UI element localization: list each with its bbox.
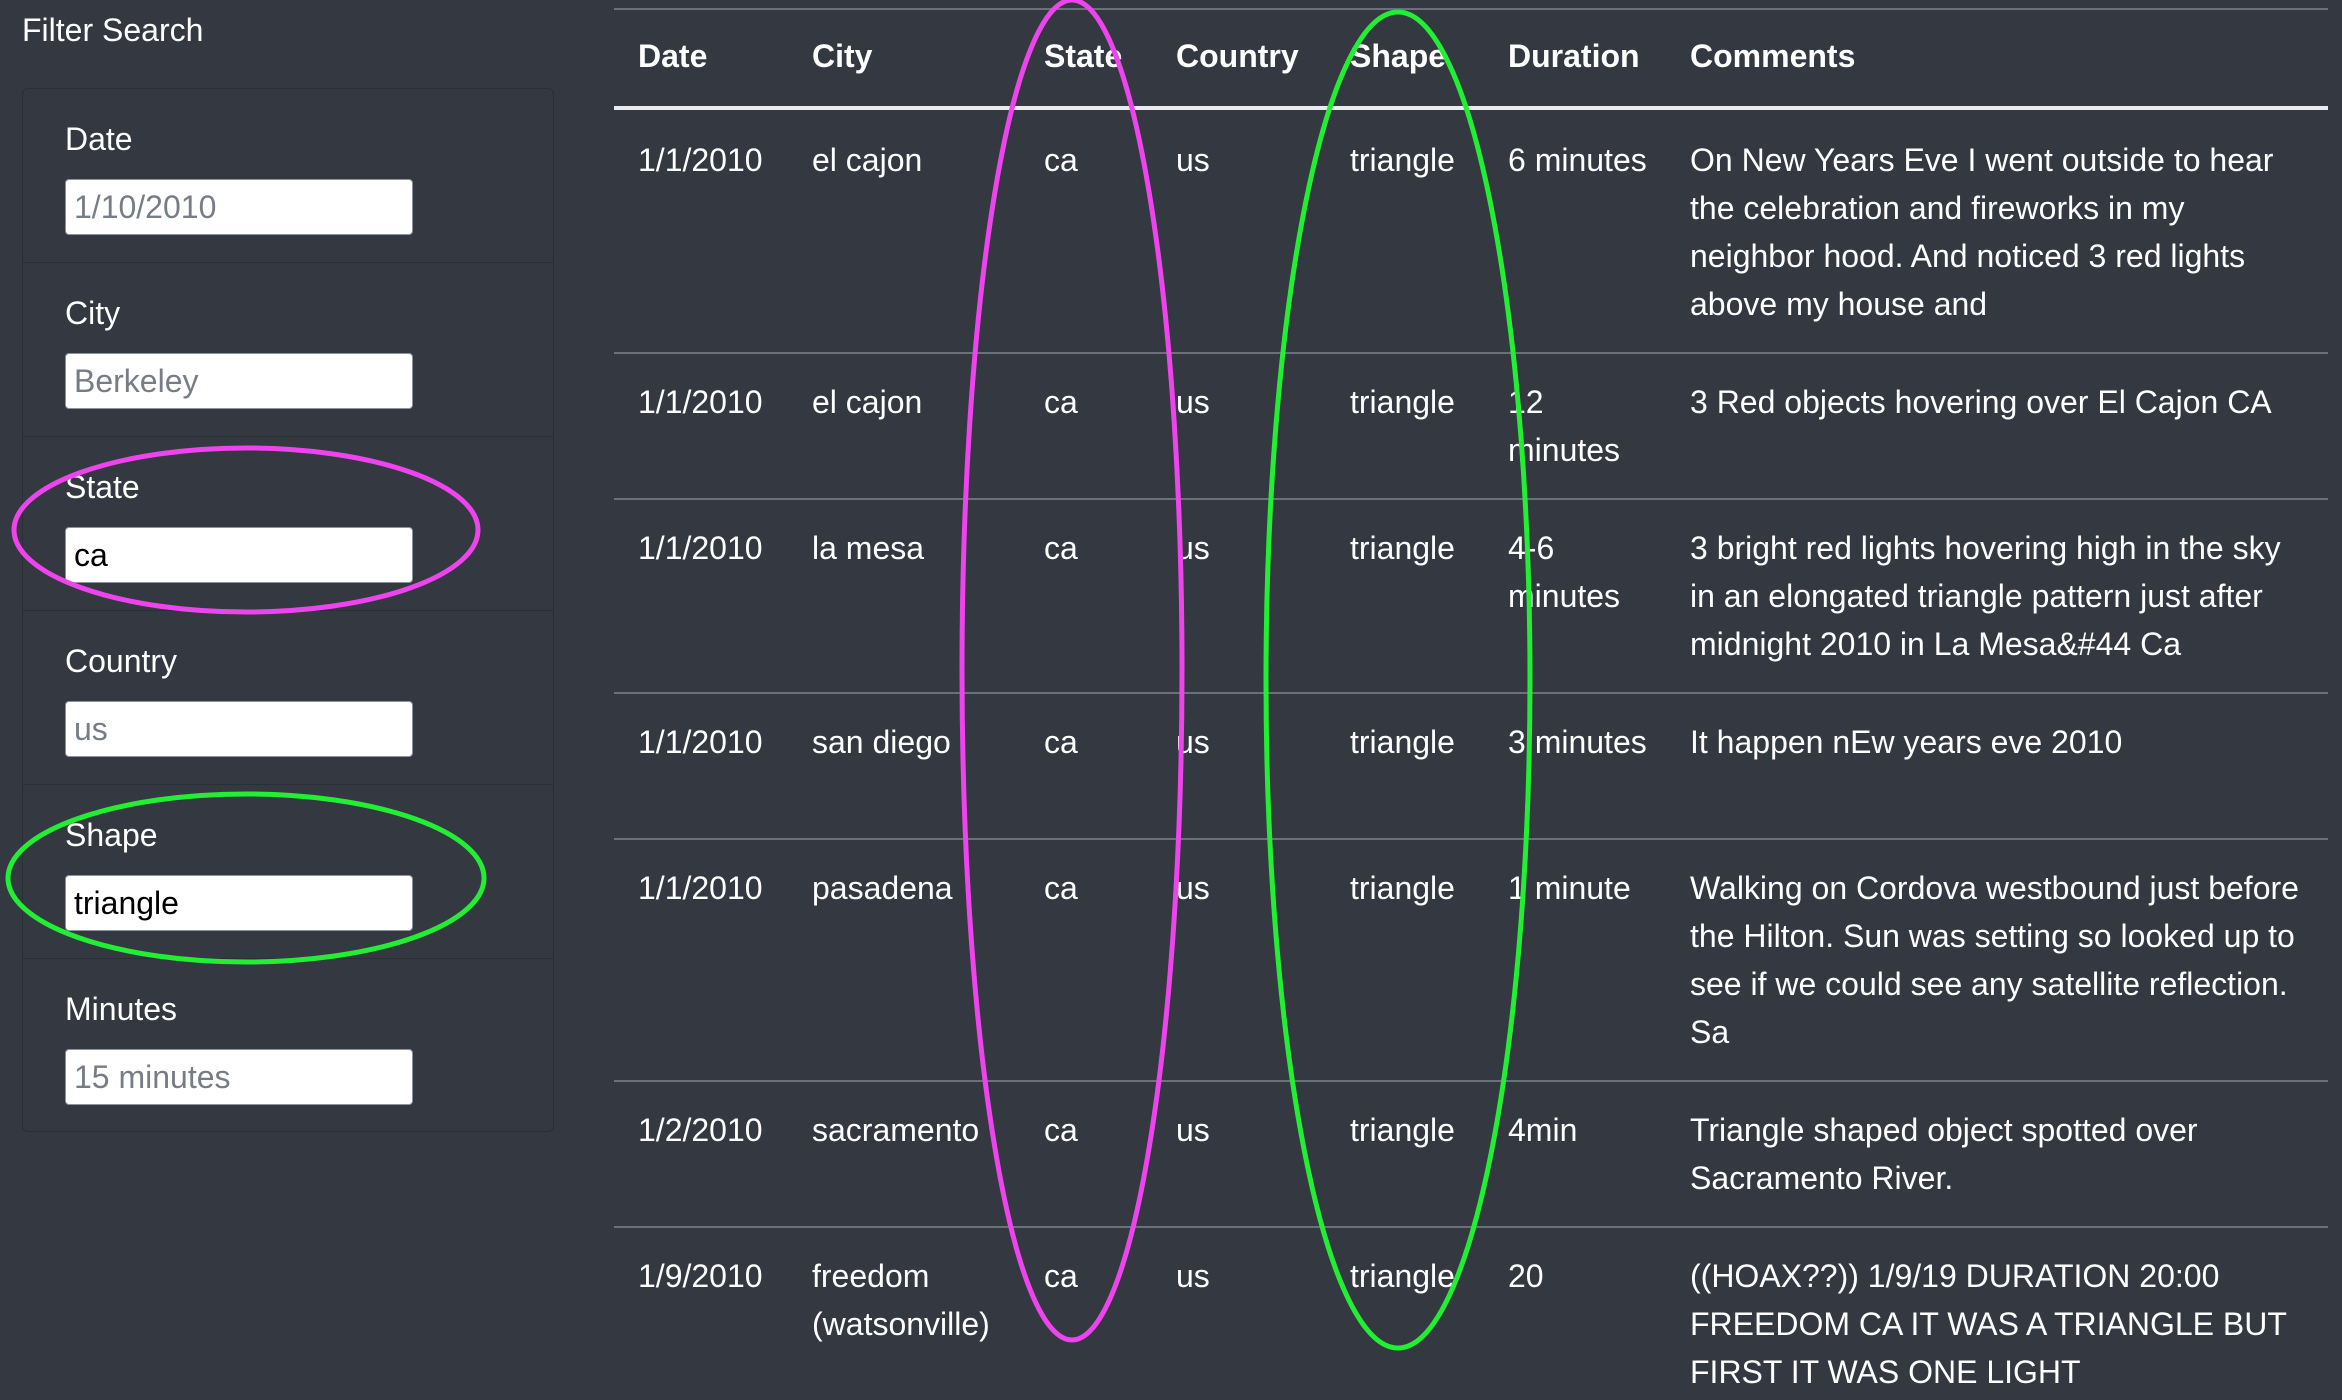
cell-comments: 3 Red objects hovering over El Cajon CA	[1690, 384, 2272, 420]
cell-country: us	[1176, 384, 1210, 420]
cell-comments: Walking on Cordova westbound just before…	[1690, 870, 2299, 1050]
header-country: Country	[1176, 38, 1299, 74]
cell-shape: triangle	[1350, 142, 1455, 178]
cell-date: 1/1/2010	[638, 870, 763, 906]
cell-duration: 6 minutes	[1508, 142, 1647, 178]
table-row: 1/1/2010 la mesa ca us triangle 4-6 minu…	[614, 498, 2328, 694]
header-duration: Duration	[1508, 38, 1640, 74]
filter-label-date: Date	[65, 121, 133, 157]
cell-date: 1/9/2010	[638, 1258, 763, 1294]
cell-comments: It happen nEw years eve 2010	[1690, 724, 2123, 760]
state-input[interactable]	[65, 527, 413, 583]
cell-date: 1/1/2010	[638, 384, 763, 420]
filter-label-shape: Shape	[65, 817, 158, 853]
filter-item-state: State	[23, 437, 553, 611]
cell-duration: 1 minute	[1508, 870, 1631, 906]
cell-state: ca	[1044, 724, 1078, 760]
cell-shape: triangle	[1350, 530, 1455, 566]
cell-state: ca	[1044, 1258, 1078, 1294]
cell-country: us	[1176, 1258, 1210, 1294]
table-row: 1/9/2010 freedom (watsonville) ca us tri…	[614, 1226, 2328, 1400]
minutes-input[interactable]	[65, 1049, 413, 1105]
cell-comments: Triangle shaped object spotted over Sacr…	[1690, 1112, 2198, 1196]
table-header-row: Date City State Country Shape Duration C…	[614, 10, 2328, 110]
cell-city: sacramento	[812, 1112, 980, 1148]
filter-item-city: City	[23, 263, 553, 437]
cell-city: pasadena	[812, 870, 953, 906]
cell-duration: 3 minutes	[1508, 724, 1647, 760]
cell-city: freedom (watsonville)	[812, 1258, 990, 1342]
cell-country: us	[1176, 724, 1210, 760]
table-row: 1/2/2010 sacramento ca us triangle 4min …	[614, 1080, 2328, 1228]
header-city: City	[812, 38, 873, 74]
cell-country: us	[1176, 870, 1210, 906]
cell-shape: triangle	[1350, 384, 1455, 420]
header-state: State	[1044, 38, 1123, 74]
cell-shape: triangle	[1350, 1112, 1455, 1148]
cell-city: la mesa	[812, 530, 925, 566]
cell-state: ca	[1044, 530, 1078, 566]
cell-city: el cajon	[812, 384, 923, 420]
cell-city: san diego	[812, 724, 951, 760]
filter-label-state: State	[65, 469, 140, 505]
filter-search-title: Filter Search	[22, 12, 204, 48]
cell-shape: triangle	[1350, 870, 1455, 906]
filter-label-country: Country	[65, 643, 178, 679]
country-input[interactable]	[65, 701, 413, 757]
header-shape: Shape	[1350, 38, 1447, 74]
filter-label-minutes: Minutes	[65, 991, 178, 1027]
date-input[interactable]	[65, 179, 413, 235]
cell-state: ca	[1044, 142, 1078, 178]
shape-input[interactable]	[65, 875, 413, 931]
cell-duration: 4min	[1508, 1112, 1578, 1148]
cell-state: ca	[1044, 384, 1078, 420]
cell-shape: triangle	[1350, 724, 1455, 760]
table-row: 1/1/2010 el cajon ca us triangle 6 minut…	[614, 110, 2328, 354]
filter-item-minutes: Minutes	[23, 959, 553, 1131]
table-row: 1/1/2010 el cajon ca us triangle 12 minu…	[614, 352, 2328, 500]
cell-duration: 12 minutes	[1508, 384, 1621, 468]
cell-duration: 20	[1508, 1258, 1544, 1294]
header-date: Date	[638, 38, 708, 74]
table-row: 1/1/2010 san diego ca us triangle 3 minu…	[614, 692, 2328, 840]
cell-date: 1/1/2010	[638, 724, 763, 760]
cell-state: ca	[1044, 1112, 1078, 1148]
cell-comments: On New Years Eve I went outside to hear …	[1690, 142, 2274, 322]
cell-country: us	[1176, 142, 1210, 178]
cell-comments: 3 bright red lights hovering high in the…	[1690, 530, 2281, 662]
cell-city: el cajon	[812, 142, 923, 178]
cell-date: 1/2/2010	[638, 1112, 763, 1148]
filter-item-date: Date	[23, 89, 553, 263]
filter-item-shape: Shape	[23, 785, 553, 959]
city-input[interactable]	[65, 353, 413, 409]
cell-shape: triangle	[1350, 1258, 1455, 1294]
cell-duration: 4-6 minutes	[1508, 530, 1621, 614]
cell-state: ca	[1044, 870, 1078, 906]
cell-date: 1/1/2010	[638, 142, 763, 178]
cell-comments: ((HOAX??)) 1/9/19 DURATION 20:00 FREEDOM…	[1690, 1258, 2287, 1390]
table-top-border	[614, 8, 2328, 10]
filter-item-country: Country	[23, 611, 553, 785]
cell-country: us	[1176, 530, 1210, 566]
header-comments: Comments	[1690, 38, 1856, 74]
cell-country: us	[1176, 1112, 1210, 1148]
filter-label-city: City	[65, 295, 121, 331]
table-row: 1/1/2010 pasadena ca us triangle 1 minut…	[614, 838, 2328, 1082]
filter-panel: Date City State Country Shape Minutes	[22, 88, 554, 1132]
cell-date: 1/1/2010	[638, 530, 763, 566]
